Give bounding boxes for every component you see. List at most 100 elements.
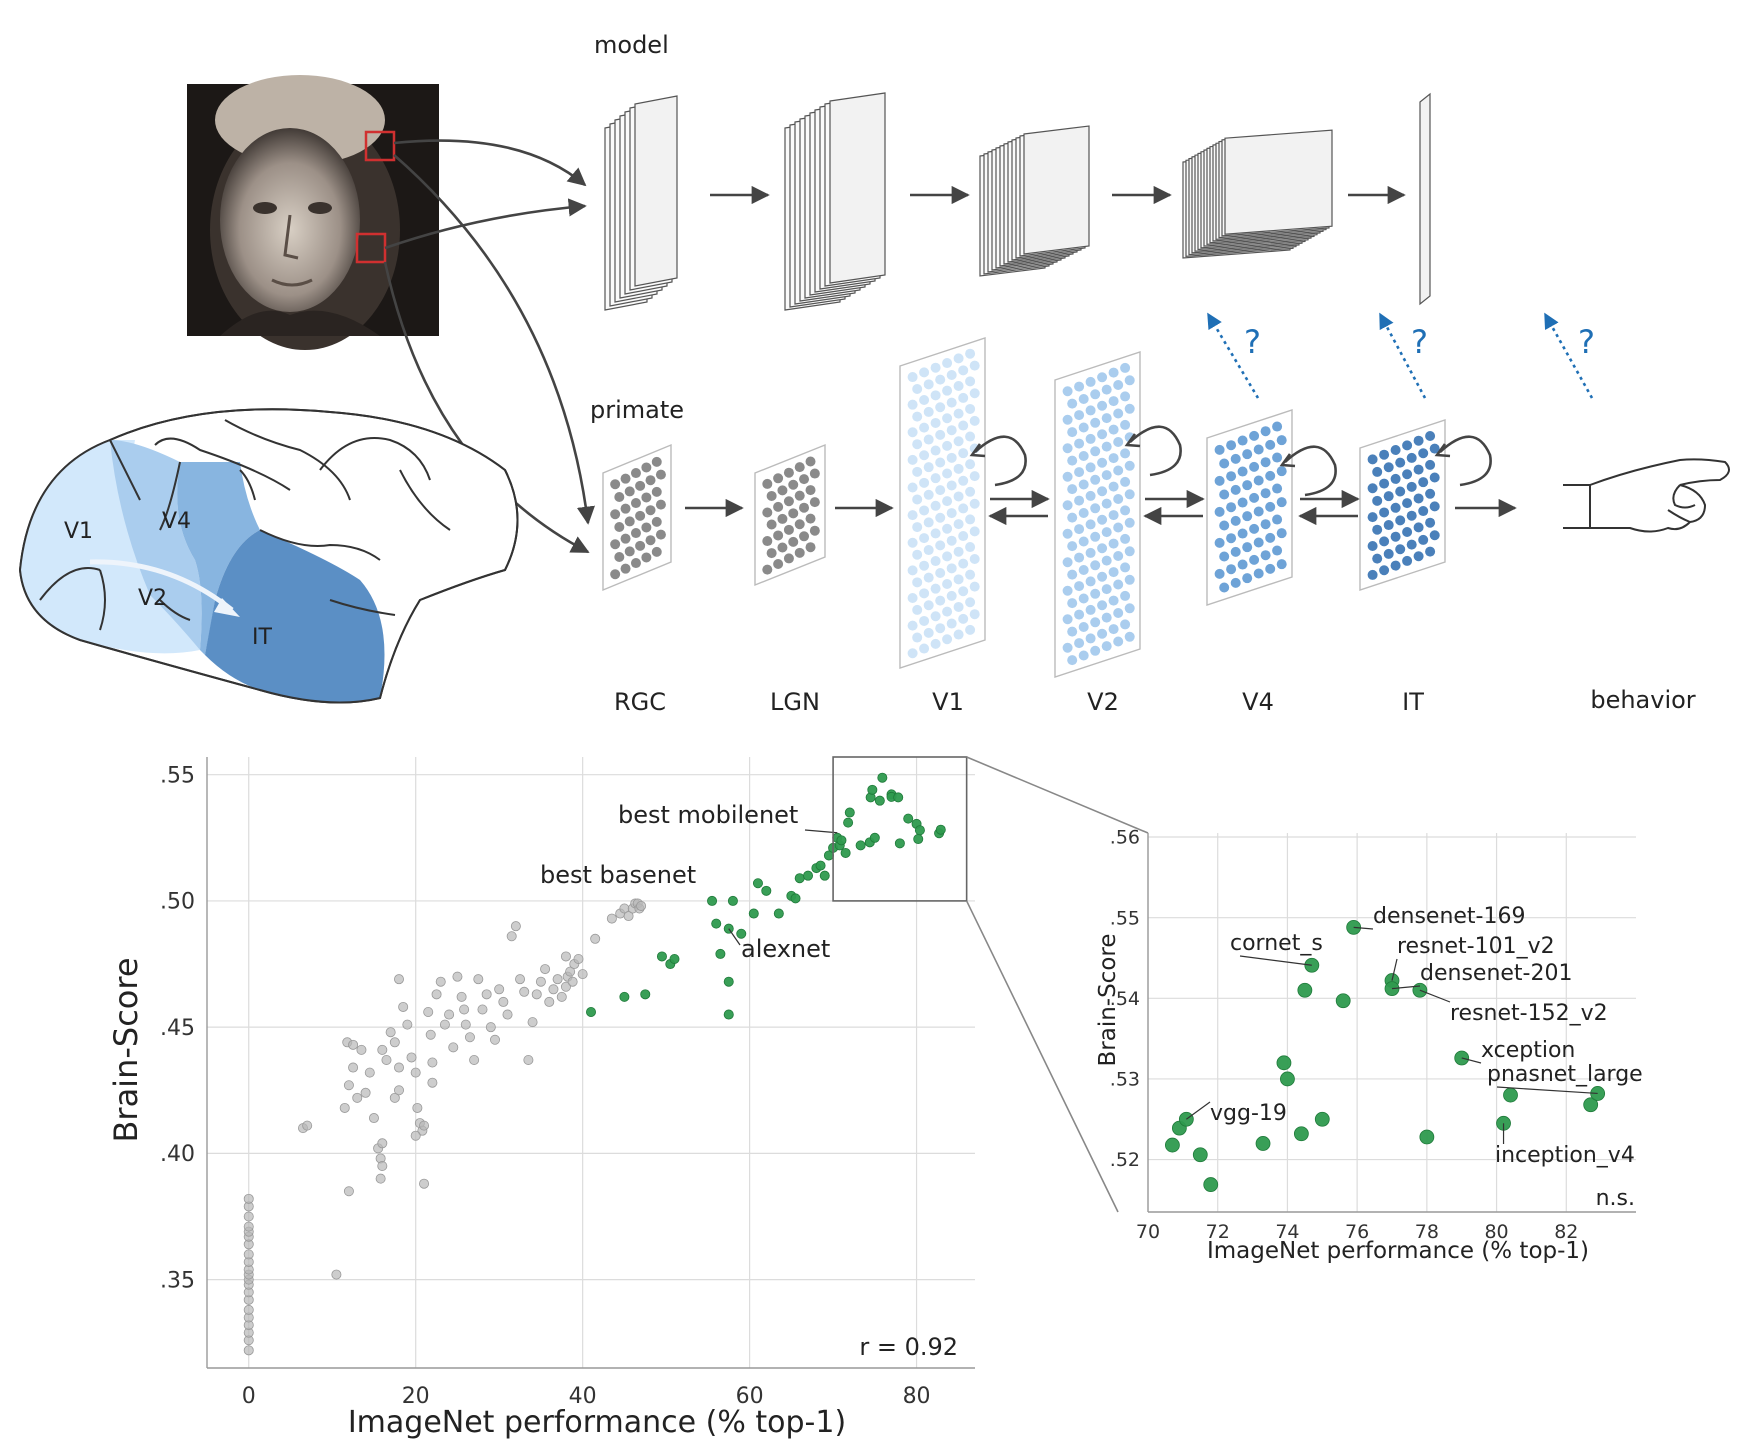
scatter-chart-inset: 70 72 74 76 78 80 82 .52 .53 .54 .55 .56 densenet-…: [1095, 827, 1643, 1264]
primate-label: primate: [590, 396, 684, 424]
model-layers: [604, 92, 1431, 311]
point-model: [914, 825, 925, 836]
point-small-model: [636, 900, 647, 911]
point-model: [935, 824, 946, 835]
photo-arrows: [383, 139, 595, 554]
point-small-model: [469, 1054, 480, 1065]
stage-label-lgn: LGN: [770, 688, 820, 716]
point-model: [1276, 1055, 1292, 1071]
point-small-model: [473, 974, 484, 985]
x-tick-label: 60: [736, 1384, 764, 1409]
point-small-model: [243, 1345, 254, 1356]
point-model: [913, 834, 924, 845]
main-chart-grid: [206, 757, 975, 1369]
x-tick-label: 70: [1136, 1221, 1160, 1243]
point-small-model: [377, 1138, 388, 1149]
point-model: [844, 807, 855, 818]
point-small-model: [425, 1029, 436, 1040]
point-model: [1203, 1177, 1219, 1192]
point-small-model: [402, 1019, 413, 1030]
point-small-model: [243, 1211, 254, 1222]
point-model: [723, 1009, 734, 1020]
point-small-model: [606, 913, 617, 924]
scatter-chart-main: 0 20 40 60 80 .35 .40 .45 .50 .55 best mobilenet…: [107, 757, 975, 1440]
point-small-model: [427, 1077, 438, 1088]
point-small-model: [452, 971, 463, 982]
point-model: [707, 895, 718, 906]
primate-arrows: [685, 425, 1517, 526]
point-small-model: [489, 1034, 500, 1045]
primate-panel-lgn: [754, 443, 826, 587]
y-tick-label: .56: [1110, 827, 1140, 849]
inset-chart-y-ticks: .52 .53 .54 .55 .56: [1110, 827, 1140, 1172]
point-small-model: [565, 966, 576, 977]
y-tick-label: .55: [160, 763, 195, 788]
annotation-leader: [1461, 1057, 1482, 1064]
stage-label-rgc: RGC: [614, 688, 666, 716]
mapping-question-arrows: ? ? ?: [1206, 312, 1595, 399]
point-small-model: [410, 1130, 421, 1141]
portrait-photo: [187, 75, 439, 350]
annotation-leader: [804, 829, 838, 834]
annotation-leader: [1391, 985, 1421, 990]
annotation-leader: [1496, 1086, 1598, 1095]
point-small-model: [548, 984, 559, 995]
point-small-model: [494, 984, 505, 995]
x-tick-label: 40: [569, 1384, 597, 1409]
primate-panels: [602, 337, 1446, 678]
point-small-model: [439, 1019, 450, 1030]
point-model: [656, 951, 667, 962]
x-tick-label: 82: [1554, 1221, 1578, 1243]
point-model: [748, 908, 759, 919]
monkey-brain: V1 V4 V2 IT: [18, 408, 519, 704]
stage-labels: RGC LGN V1 V2 V4 IT behavior: [614, 686, 1696, 716]
point-small-model: [556, 991, 567, 1002]
point-small-model: [590, 933, 601, 944]
point-model: [790, 893, 801, 904]
y-tick-label: .52: [1110, 1149, 1140, 1171]
point-model: [803, 870, 814, 881]
point-model: [640, 989, 651, 1000]
point-small-model: [389, 1092, 400, 1103]
annotation-label: alexnet: [741, 935, 830, 963]
point-model: [715, 948, 726, 959]
annotation-leader: [1239, 955, 1312, 966]
annotation-label: densenet-201: [1420, 961, 1572, 986]
point-small-model: [243, 1304, 254, 1315]
point-model: [619, 991, 630, 1002]
point-small-model: [502, 1009, 513, 1020]
point-small-model: [498, 996, 509, 1007]
point-model: [1293, 1126, 1309, 1142]
point-small-model: [448, 1042, 459, 1053]
question-mark-behavior: ?: [1578, 323, 1595, 361]
point-model: [1419, 1129, 1435, 1145]
stage-label-v1: V1: [932, 688, 964, 716]
main-chart-x-ticks: 0 20 40 60 80: [242, 1384, 931, 1409]
point-model: [840, 847, 851, 858]
point-model: [867, 784, 878, 795]
brain-label-it: IT: [252, 625, 272, 650]
point-model: [723, 976, 734, 987]
hand-icon: [1563, 458, 1730, 533]
stage-label-it: IT: [1402, 688, 1424, 716]
main-stat-text: r = 0.92: [859, 1333, 958, 1361]
point-small-model: [243, 1193, 254, 1204]
point-small-model: [348, 1039, 359, 1050]
question-mark-v4: ?: [1244, 323, 1261, 361]
receptive-field-box-1: [364, 130, 396, 162]
point-model: [894, 838, 905, 849]
primate-panel-rgc: [602, 443, 672, 592]
y-tick-label: .54: [1110, 988, 1140, 1010]
point-small-model: [623, 911, 634, 922]
point-small-model: [368, 1113, 379, 1124]
annotation-label: inception_v4: [1495, 1143, 1635, 1168]
point-model: [669, 953, 680, 964]
point-model: [1280, 1071, 1295, 1087]
point-small-model: [456, 991, 467, 1002]
point-model: [1583, 1097, 1599, 1113]
stage-label-v2: V2: [1087, 688, 1119, 716]
primate-panel-it: [1359, 419, 1446, 591]
x-tick-label: 78: [1415, 1221, 1439, 1243]
point-small-model: [552, 974, 563, 985]
main-chart-points: [243, 772, 946, 1356]
